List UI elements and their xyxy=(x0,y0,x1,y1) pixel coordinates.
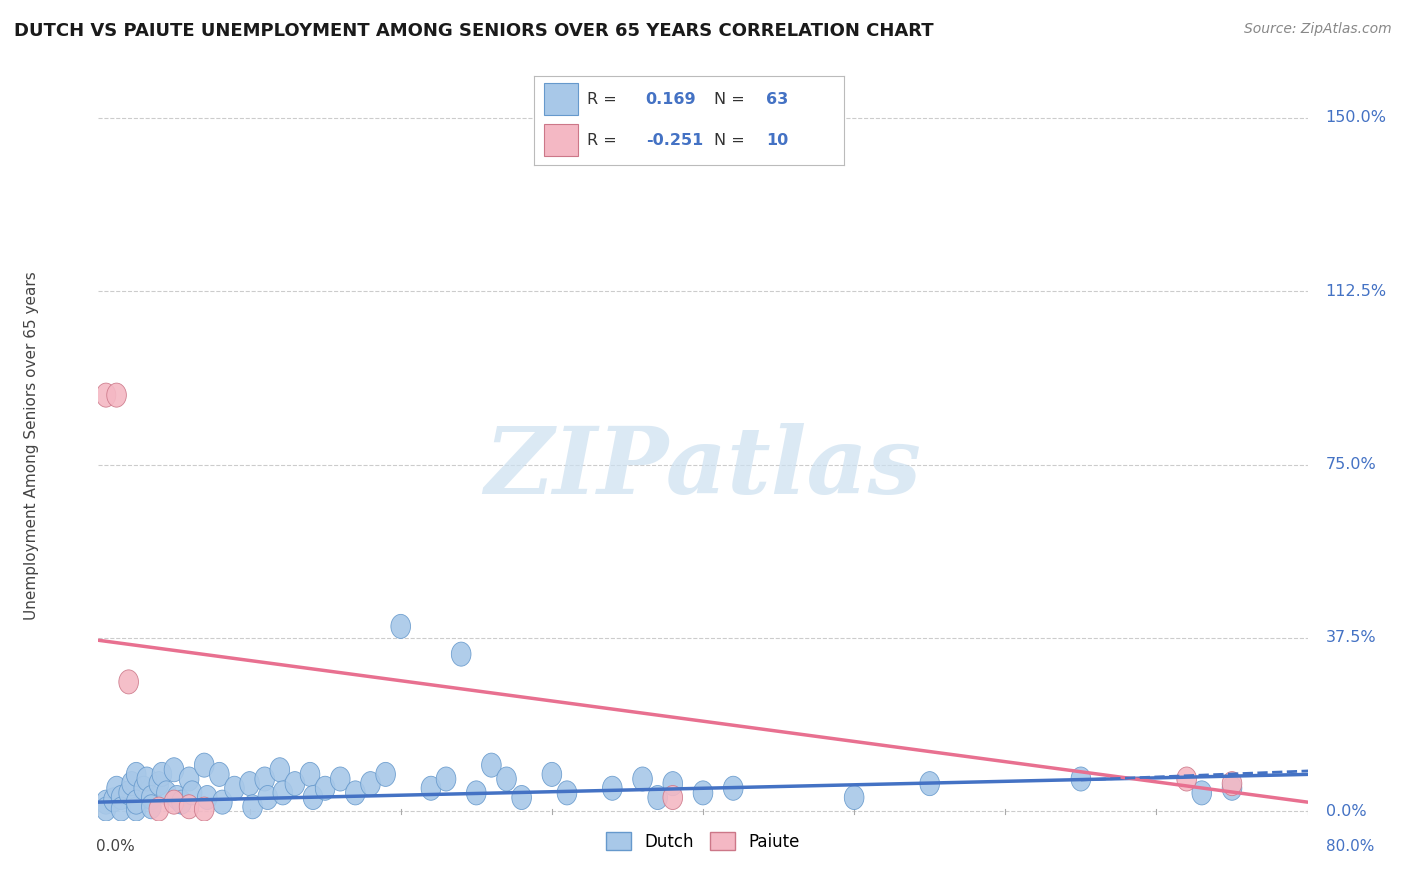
Ellipse shape xyxy=(304,786,323,810)
Text: R =: R = xyxy=(586,133,621,147)
Ellipse shape xyxy=(111,797,131,822)
Ellipse shape xyxy=(1222,776,1241,800)
Ellipse shape xyxy=(167,786,187,810)
Ellipse shape xyxy=(315,776,335,800)
Ellipse shape xyxy=(557,780,576,805)
Text: N =: N = xyxy=(714,133,749,147)
Ellipse shape xyxy=(142,795,162,819)
Ellipse shape xyxy=(156,780,176,805)
Ellipse shape xyxy=(120,780,138,805)
Text: 10: 10 xyxy=(766,133,789,147)
Ellipse shape xyxy=(127,790,146,814)
Text: Unemployment Among Seniors over 65 years: Unemployment Among Seniors over 65 years xyxy=(24,272,39,620)
Ellipse shape xyxy=(391,615,411,639)
Ellipse shape xyxy=(285,772,305,796)
Ellipse shape xyxy=(172,790,191,814)
Ellipse shape xyxy=(120,670,138,694)
Ellipse shape xyxy=(273,780,292,805)
Ellipse shape xyxy=(243,795,263,819)
Ellipse shape xyxy=(845,786,863,810)
Ellipse shape xyxy=(301,763,319,787)
Text: 112.5%: 112.5% xyxy=(1326,284,1386,299)
Ellipse shape xyxy=(346,780,366,805)
Legend: Dutch, Paiute: Dutch, Paiute xyxy=(599,826,807,857)
Ellipse shape xyxy=(422,776,440,800)
Ellipse shape xyxy=(104,788,124,812)
Ellipse shape xyxy=(194,797,214,822)
Text: 0.0%: 0.0% xyxy=(96,839,135,855)
Ellipse shape xyxy=(512,786,531,810)
Ellipse shape xyxy=(724,776,742,800)
FancyBboxPatch shape xyxy=(544,124,578,156)
Ellipse shape xyxy=(180,767,198,791)
Ellipse shape xyxy=(254,767,274,791)
Ellipse shape xyxy=(1222,772,1241,796)
Ellipse shape xyxy=(603,776,621,800)
Text: 150.0%: 150.0% xyxy=(1326,110,1386,125)
Ellipse shape xyxy=(664,786,682,810)
Text: 37.5%: 37.5% xyxy=(1326,631,1376,646)
Ellipse shape xyxy=(648,786,668,810)
Ellipse shape xyxy=(633,767,652,791)
Text: ZIPatlas: ZIPatlas xyxy=(485,424,921,514)
Text: -0.251: -0.251 xyxy=(645,133,703,147)
Ellipse shape xyxy=(693,780,713,805)
Ellipse shape xyxy=(257,786,277,810)
Ellipse shape xyxy=(96,383,115,407)
Ellipse shape xyxy=(543,763,561,787)
Text: 63: 63 xyxy=(766,92,789,106)
Ellipse shape xyxy=(361,772,380,796)
Ellipse shape xyxy=(920,772,939,796)
Ellipse shape xyxy=(142,786,162,810)
Ellipse shape xyxy=(96,797,115,822)
Text: Source: ZipAtlas.com: Source: ZipAtlas.com xyxy=(1244,22,1392,37)
Ellipse shape xyxy=(209,763,229,787)
Ellipse shape xyxy=(194,753,214,777)
Ellipse shape xyxy=(183,780,202,805)
Ellipse shape xyxy=(149,797,169,822)
Ellipse shape xyxy=(436,767,456,791)
Ellipse shape xyxy=(330,767,350,791)
Ellipse shape xyxy=(149,772,169,796)
FancyBboxPatch shape xyxy=(544,83,578,115)
Text: 75.0%: 75.0% xyxy=(1326,457,1376,472)
Ellipse shape xyxy=(134,776,153,800)
Ellipse shape xyxy=(107,776,127,800)
Ellipse shape xyxy=(270,757,290,781)
Ellipse shape xyxy=(467,780,486,805)
Ellipse shape xyxy=(482,753,501,777)
Ellipse shape xyxy=(107,383,127,407)
Ellipse shape xyxy=(375,763,395,787)
Ellipse shape xyxy=(96,790,115,814)
Ellipse shape xyxy=(127,763,146,787)
Ellipse shape xyxy=(122,772,142,796)
Ellipse shape xyxy=(180,795,198,819)
Text: 80.0%: 80.0% xyxy=(1326,839,1374,855)
Text: R =: R = xyxy=(586,92,621,106)
Ellipse shape xyxy=(127,797,146,822)
Ellipse shape xyxy=(165,790,184,814)
Text: 0.0%: 0.0% xyxy=(1326,804,1367,819)
Ellipse shape xyxy=(496,767,516,791)
Ellipse shape xyxy=(136,767,156,791)
Ellipse shape xyxy=(212,790,232,814)
Text: N =: N = xyxy=(714,92,749,106)
Ellipse shape xyxy=(111,786,131,810)
Ellipse shape xyxy=(225,776,245,800)
Ellipse shape xyxy=(664,772,682,796)
Ellipse shape xyxy=(1071,767,1091,791)
Ellipse shape xyxy=(451,642,471,666)
Ellipse shape xyxy=(1192,780,1212,805)
Text: DUTCH VS PAIUTE UNEMPLOYMENT AMONG SENIORS OVER 65 YEARS CORRELATION CHART: DUTCH VS PAIUTE UNEMPLOYMENT AMONG SENIO… xyxy=(14,22,934,40)
Ellipse shape xyxy=(1177,767,1197,791)
Ellipse shape xyxy=(197,786,217,810)
Ellipse shape xyxy=(152,763,172,787)
Ellipse shape xyxy=(165,757,184,781)
Text: 0.169: 0.169 xyxy=(645,92,696,106)
Ellipse shape xyxy=(240,772,259,796)
